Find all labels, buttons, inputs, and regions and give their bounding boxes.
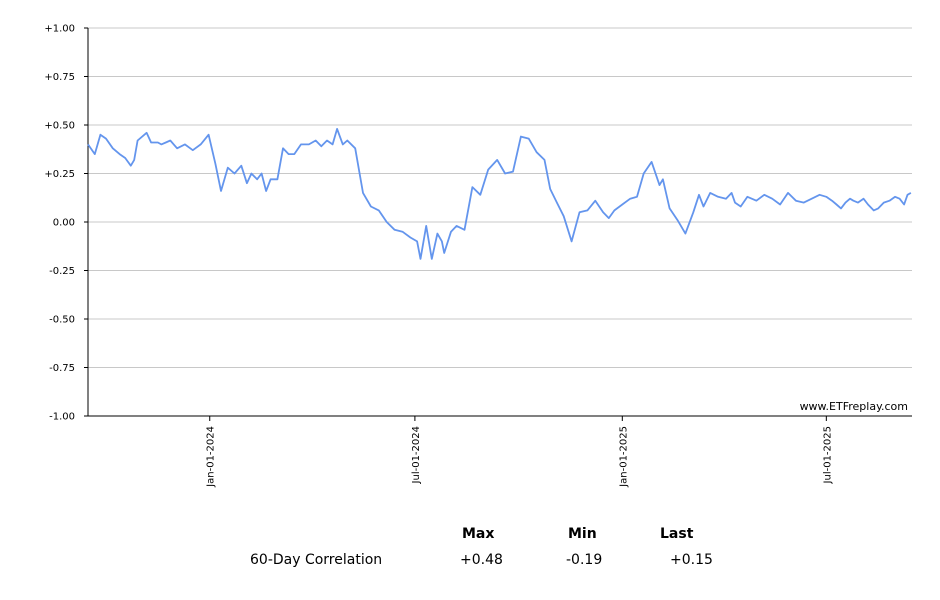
x-tick-label: Jul-01-2025 <box>822 426 833 484</box>
y-tick-label: -0.25 <box>49 266 75 277</box>
y-axis-ticks: +1.00 +0.75 +0.50 +0.25 0.00 -0.25 -0.50 -0.75 -… <box>44 24 88 423</box>
y-tick-label: +0.50 <box>44 121 75 132</box>
watermark-label: www.ETFreplay.com <box>800 400 908 413</box>
y-tick-label: 0.00 <box>53 218 75 229</box>
correlation-series-line <box>87 127 912 260</box>
x-tick-label: Jul-01-2024 <box>411 426 422 484</box>
x-tick-label: Jan-01-2024 <box>206 426 217 488</box>
y-tick-label: +1.00 <box>44 24 75 35</box>
y-tick-label: -0.50 <box>49 315 75 326</box>
y-tick-label: -1.00 <box>49 412 75 423</box>
y-tick-label: -0.75 <box>49 363 75 374</box>
grid-lines <box>88 27 912 368</box>
series-layer <box>87 127 912 260</box>
x-tick-label: Jan-01-2025 <box>618 426 629 488</box>
x-axis-ticks: Jan-01-2024 Jul-01-2024 Jan-01-2025 Jul-01-… <box>206 416 833 488</box>
y-tick-label: +0.75 <box>44 72 75 83</box>
y-tick-label: +0.25 <box>44 169 75 180</box>
